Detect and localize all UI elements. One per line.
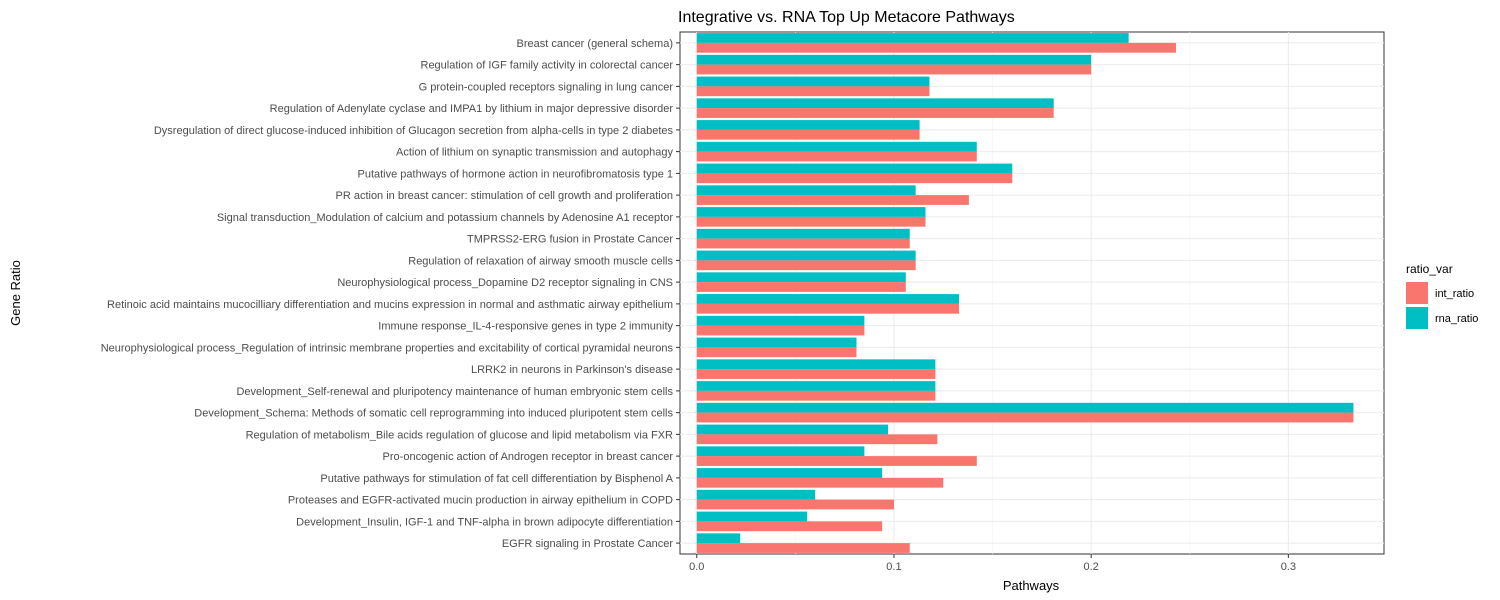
y-tick-label: Action of lithium on synaptic transmissi… (396, 147, 673, 159)
bar-rna_ratio (696, 33, 1129, 43)
x-tick-label: 0.0 (689, 561, 704, 573)
y-tick-label: Development_Insulin, IGF-1 and TNF-alpha… (296, 516, 673, 528)
bar-rna_ratio (696, 359, 936, 370)
bar-rna_ratio (696, 228, 910, 239)
y-tick-label: Dysregulation of direct glucose-induced … (154, 125, 674, 137)
bar-int_ratio (696, 195, 969, 205)
bar-rna_ratio (696, 489, 816, 500)
y-tick-label: Development_Self-renewal and pluripotenc… (236, 386, 673, 398)
y-tick-label: Regulation of IGF family activity in col… (421, 60, 674, 72)
bar-rna_ratio (696, 424, 889, 435)
legend-swatch-int_ratio (1406, 282, 1428, 304)
legend-label-int_ratio: int_ratio (1435, 288, 1474, 300)
y-tick-label: EGFR signaling in Prostate Cancer (502, 538, 674, 550)
bar-rna_ratio (696, 250, 916, 261)
bar-int_ratio (696, 390, 936, 401)
x-tick-label: 0.2 (1084, 561, 1099, 573)
bar-rna_ratio (696, 533, 741, 544)
bar-int_ratio (696, 238, 910, 249)
y-tick-label: Retinoic acid maintains mucocilliary dif… (107, 299, 673, 311)
y-tick-label: Signal transduction_Modulation of calciu… (217, 212, 674, 224)
bar-int_ratio (696, 173, 1013, 184)
y-tick-label: LRRK2 in neurons in Parkinson's disease (471, 364, 673, 376)
bar-rna_ratio (696, 207, 926, 217)
y-tick-label: TMPRSS2-ERG fusion in Prostate Cancer (467, 234, 673, 246)
y-tick-label: Putative pathways for stimulation of fat… (320, 473, 673, 485)
bar-rna_ratio (696, 98, 1054, 109)
bar-int_ratio (696, 499, 894, 510)
bar-rna_ratio (696, 76, 930, 87)
bar-int_ratio (696, 64, 1092, 75)
y-tick-label: Immune response_IL-4-responsive genes in… (378, 321, 673, 333)
chart-title: Integrative vs. RNA Top Up Metacore Path… (678, 9, 1015, 26)
legend-title: ratio_var (1406, 262, 1453, 276)
y-tick-label: G protein-coupled receptors signaling in… (419, 81, 674, 93)
bar-int_ratio (696, 42, 1176, 53)
bar-int_ratio (696, 456, 977, 466)
bar-int_ratio (696, 477, 944, 488)
bar-rna_ratio (696, 294, 960, 304)
bar-rna_ratio (696, 272, 906, 283)
bar-int_ratio (696, 282, 906, 292)
bar-rna_ratio (696, 54, 1092, 65)
bar-rna_ratio (696, 446, 865, 457)
bar-int_ratio (696, 325, 865, 336)
bar-int_ratio (696, 151, 977, 162)
bar-rna_ratio (696, 402, 1354, 413)
bars-layer (696, 33, 1354, 553)
y-tick-label: Regulation of Adenylate cyclase and IMPA… (270, 103, 674, 115)
bar-rna_ratio (696, 141, 977, 152)
bar-int_ratio (696, 216, 926, 227)
bar-int_ratio (696, 260, 916, 271)
x-tick-layer: 0.0 0.1 0.2 0.3 (689, 554, 1296, 573)
legend-swatch-rna_ratio (1406, 307, 1428, 329)
y-tick-label: Proteases and EGFR-activated mucin produ… (288, 495, 673, 507)
legend-items: int_ratio rna_ratio (1406, 282, 1478, 329)
x-axis-title: Pathways (1003, 578, 1060, 593)
bar-rna_ratio (696, 185, 916, 196)
y-axis-title: Gene Ratio (8, 260, 23, 326)
y-tick-label: Putative pathways of hormone action in n… (357, 168, 673, 180)
y-tick-label: Breast cancer (general schema) (516, 38, 673, 50)
y-tick-label: Regulation of relaxation of airway smoot… (408, 255, 673, 267)
x-tick-label: 0.3 (1281, 561, 1296, 573)
legend: ratio_var int_ratio rna_ratio (1406, 262, 1478, 329)
bar-int_ratio (696, 412, 1354, 423)
bar-rna_ratio (696, 381, 936, 391)
y-tick-label: Development_Schema: Methods of somatic c… (194, 408, 673, 420)
y-tick-label: Neurophysiological process_Regulation of… (101, 342, 674, 354)
legend-label-rna_ratio: rna_ratio (1435, 313, 1478, 325)
bar-int_ratio (696, 303, 960, 314)
plot-panel (679, 31, 1385, 555)
bar-int_ratio (696, 86, 930, 97)
bar-int_ratio (696, 543, 910, 553)
bar-int_ratio (696, 521, 883, 532)
bar-rna_ratio (696, 337, 857, 348)
y-tick-layer: Breast cancer (general schema) Regulation… (101, 38, 680, 550)
y-tick-label: Pro-oncogenic action of Androgen recepto… (383, 451, 674, 463)
bar-rna_ratio (696, 468, 883, 478)
bar-int_ratio (696, 434, 938, 445)
y-tick-label: Neurophysiological process_Dopamine D2 r… (337, 277, 673, 289)
bar-rna_ratio (696, 315, 865, 326)
bar-rna_ratio (696, 120, 920, 130)
bar-int_ratio (696, 129, 920, 140)
bar-int_ratio (696, 108, 1054, 118)
y-tick-label: Regulation of metabolism_Bile acids regu… (246, 429, 673, 441)
bar-rna_ratio (696, 511, 808, 522)
bar-int_ratio (696, 347, 857, 358)
x-tick-label: 0.1 (886, 561, 901, 573)
bar-rna_ratio (696, 163, 1013, 174)
y-tick-label: PR action in breast cancer: stimulation … (335, 190, 673, 202)
bar-int_ratio (696, 369, 936, 379)
